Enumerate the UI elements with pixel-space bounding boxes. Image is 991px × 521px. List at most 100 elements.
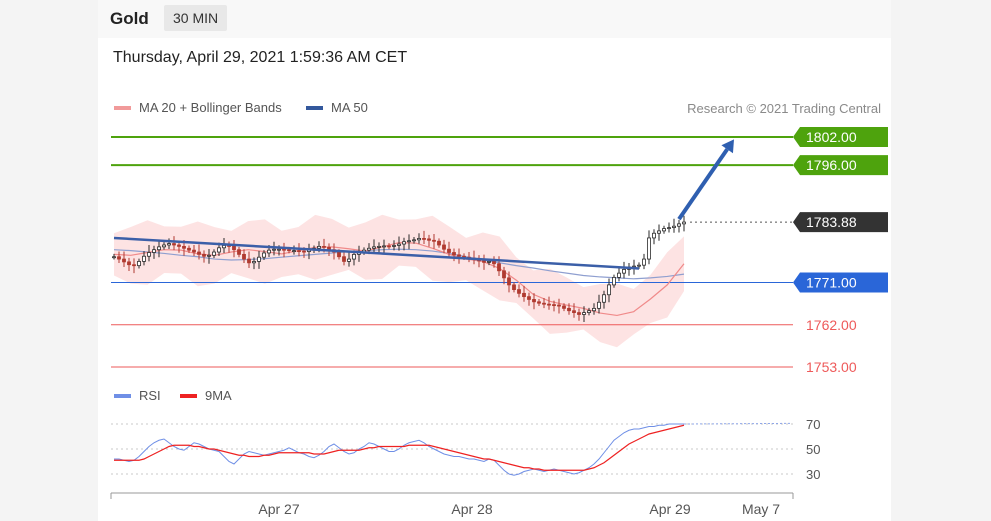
instrument-name: Gold	[110, 9, 149, 28]
candle	[512, 282, 516, 293]
candle	[627, 263, 631, 276]
candle-body	[482, 260, 486, 263]
candle-body	[672, 225, 676, 229]
candle-body	[582, 312, 586, 315]
candle-body	[442, 244, 446, 250]
candle	[577, 308, 581, 321]
candle-body	[422, 238, 426, 240]
candle	[442, 239, 446, 254]
candle	[437, 238, 441, 248]
candle	[582, 306, 586, 322]
candle-body	[202, 253, 206, 257]
candle-body	[647, 237, 651, 260]
candle	[642, 253, 646, 270]
candle-body	[177, 244, 181, 247]
candle-body	[192, 249, 196, 253]
candle-body	[397, 243, 401, 246]
candle-body	[267, 249, 271, 254]
rsi-tick-30: 30	[806, 467, 820, 482]
level-label-1753.00: 1753.00	[806, 359, 857, 375]
candle	[542, 298, 546, 309]
candle	[202, 250, 206, 263]
candle-body	[657, 230, 661, 234]
candle-body	[417, 238, 421, 241]
candle-body	[562, 305, 566, 309]
candle-body	[592, 307, 596, 312]
candle	[402, 237, 406, 251]
candle	[592, 303, 596, 315]
rsi-tick-70: 70	[806, 417, 820, 432]
candle-body	[257, 256, 261, 262]
candle-body	[317, 245, 321, 249]
x-tick-label: Apr 28	[451, 501, 492, 517]
candle-body	[637, 264, 641, 267]
candle-body	[127, 261, 131, 266]
candle	[397, 236, 401, 251]
candle-body	[402, 241, 406, 245]
candle	[507, 271, 511, 293]
candle	[342, 251, 346, 266]
candle-body	[122, 258, 126, 263]
candle	[492, 256, 496, 268]
candle-body	[167, 243, 171, 246]
candle-body	[242, 253, 246, 260]
candle-body	[277, 248, 281, 251]
candle	[557, 298, 561, 314]
candle	[347, 251, 351, 267]
rsi-tick-50: 50	[806, 442, 820, 457]
candle	[612, 274, 616, 288]
candle	[262, 250, 266, 261]
candle-body	[492, 261, 496, 265]
candle	[392, 240, 396, 251]
level-tag-box	[793, 272, 888, 293]
candle-body	[642, 258, 646, 266]
candle-body	[172, 243, 176, 246]
candle-body	[117, 256, 121, 260]
level-tag-text: 1802.00	[806, 129, 857, 145]
candle-body	[437, 240, 441, 246]
candle	[517, 284, 521, 298]
candle	[122, 251, 126, 268]
candle-body	[232, 245, 236, 251]
timeframe-selector[interactable]: 30 MIN	[164, 5, 228, 31]
candle-body	[567, 307, 571, 312]
candle	[532, 293, 536, 310]
candle-body	[457, 254, 461, 257]
candle	[242, 249, 246, 264]
candle	[572, 303, 576, 318]
candle-body	[612, 276, 616, 286]
level-tag-1783.88: 1783.88	[793, 212, 888, 233]
candle	[567, 303, 571, 315]
candle-body	[502, 270, 506, 279]
candle-body	[322, 245, 326, 248]
legend-ma20: MA 20 + Bollinger Bands	[114, 100, 282, 115]
candle-body	[282, 248, 286, 251]
candle	[662, 225, 666, 234]
candle	[377, 242, 381, 254]
candle-body	[622, 268, 626, 274]
candle	[292, 245, 296, 255]
rsi-9ma-line	[114, 424, 685, 471]
candle-body	[272, 248, 276, 251]
candle-body	[182, 245, 186, 249]
candle-body	[432, 239, 436, 242]
level-tag-text: 1771.00	[806, 275, 857, 291]
candle-body	[497, 263, 501, 272]
candle	[272, 241, 276, 256]
candle	[537, 298, 541, 307]
candle	[502, 266, 506, 285]
candle	[247, 251, 251, 268]
candle-body	[587, 310, 591, 313]
candle-body	[552, 304, 556, 307]
candle-body	[542, 302, 546, 305]
candle	[152, 245, 156, 259]
level-tag-box	[793, 127, 888, 147]
candle	[607, 278, 611, 303]
candle	[587, 307, 591, 316]
candle	[482, 254, 486, 270]
bollinger-band	[114, 214, 684, 348]
forecast-arrow-shaft	[677, 148, 729, 221]
candle	[147, 244, 151, 262]
candle-body	[337, 251, 341, 258]
